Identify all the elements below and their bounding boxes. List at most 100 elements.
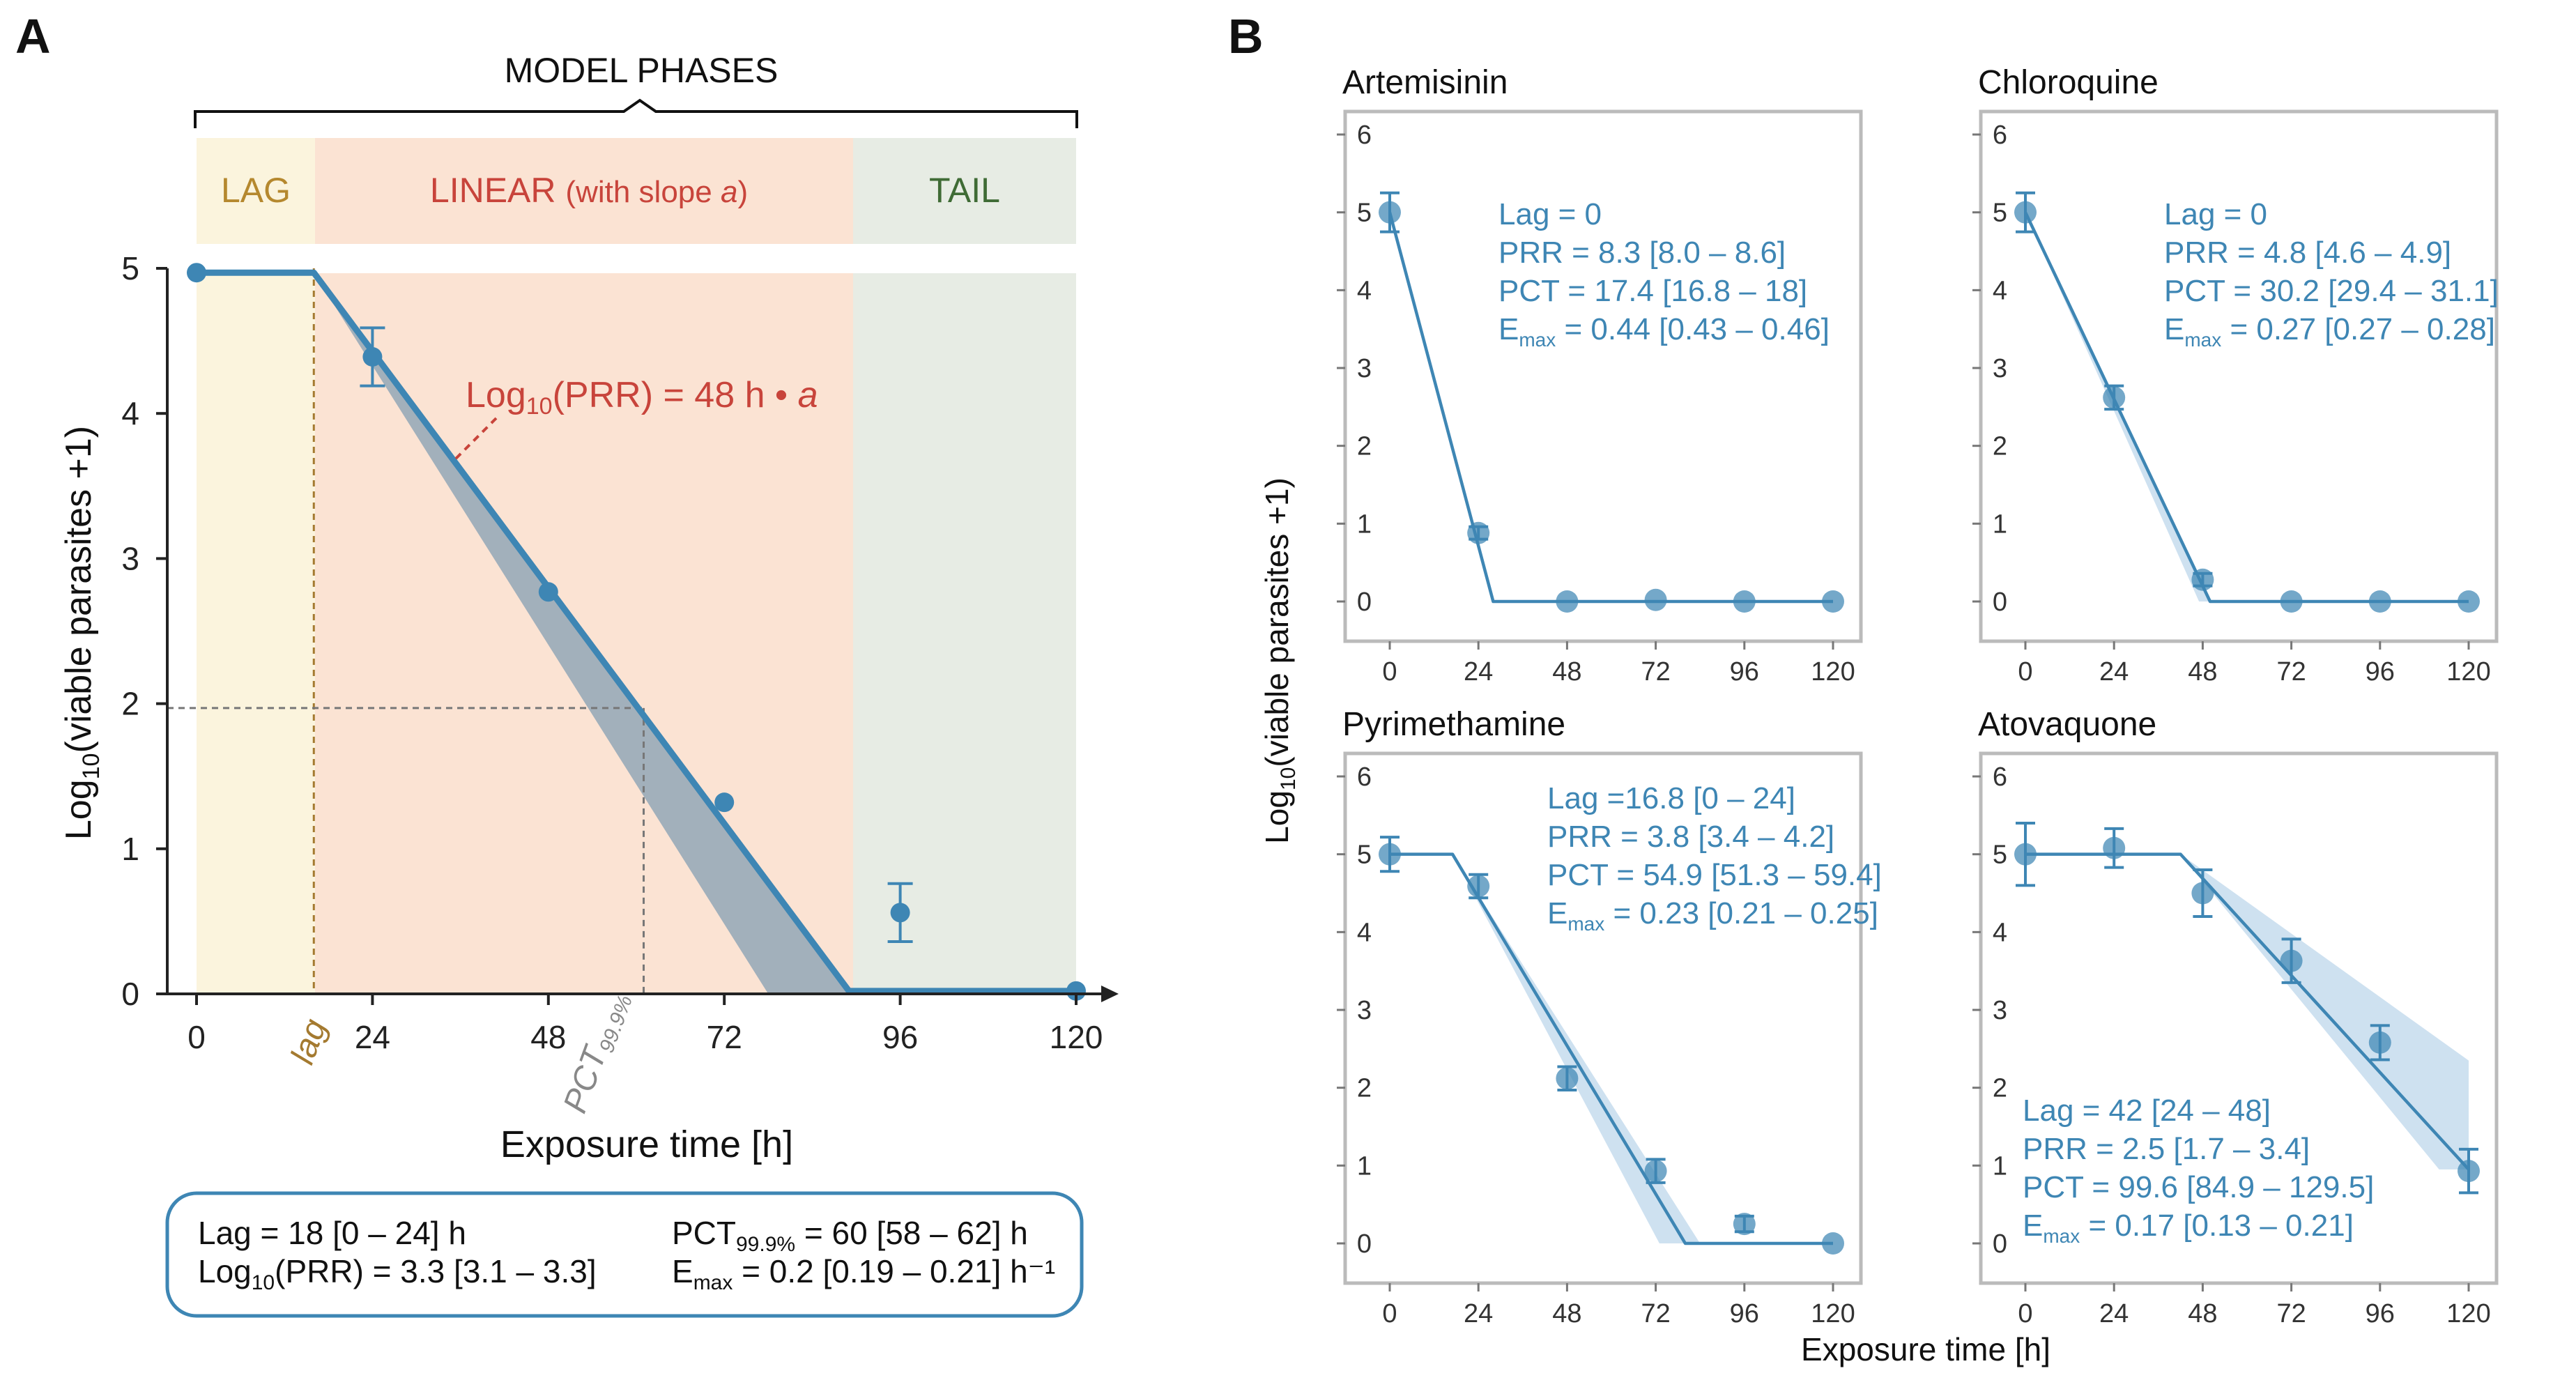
lag-axis-label: lag: [284, 1014, 335, 1069]
y-tick-label: 3: [1357, 354, 1372, 383]
subplot-pyrimethamine: Pyrimethamine 0 24 48 72 96 120 0 1 2 3 4 5 6 Lag =16.…: [1337, 706, 1882, 1328]
data-point: [1379, 843, 1401, 866]
x-tick-label: 72: [1641, 657, 1670, 687]
x-tick-label: 48: [2188, 1299, 2217, 1328]
x-tick-label: 96: [1730, 1299, 1759, 1328]
linear-phase-header: [315, 138, 853, 244]
summary-pct: PCT99.9% = 60 [58 – 62] h: [672, 1215, 1028, 1256]
x-tick-label: 0: [1382, 657, 1397, 687]
data-point: [2191, 882, 2214, 905]
x-tick-label: 120: [1050, 1019, 1103, 1055]
panel-b-x-label: Exposure time [h]: [1801, 1331, 2050, 1367]
subplot-chloroquine: Chloroquine 0 24 48 72 96 120 0 1 2 3 4 5 6 Lag = 0 PRR…: [1972, 64, 2499, 687]
stat-line: PRR = 2.5 [1.7 – 3.4]: [2023, 1132, 2310, 1166]
subplot-frame: [1343, 751, 1863, 1285]
panel-a-chart: [167, 263, 1086, 1001]
y-tick-label: 5: [1993, 841, 2007, 870]
data-point: [1733, 1213, 1756, 1236]
stat-line: PCT = 30.2 [29.4 – 31.1]: [2164, 274, 2499, 308]
prr-annotation: Log10(PRR) = 48 h • a: [466, 375, 818, 420]
y-tick-label: 0: [1993, 1229, 2007, 1259]
panel-a-letter: A: [15, 9, 51, 63]
x-tick-label: 120: [1811, 1299, 1855, 1328]
y-tick-label: 5: [1993, 199, 2007, 228]
subplot-frame: [1343, 109, 1863, 643]
y-tick-label: 2: [1357, 432, 1372, 461]
panel-a-x-label: Exposure time [h]: [500, 1124, 793, 1165]
subplot-frame: [1979, 109, 2499, 643]
subplot-title: Artemisinin: [1342, 64, 1508, 101]
data-point: [1822, 590, 1844, 613]
summary-box: [165, 1191, 1084, 1318]
stat-line: Lag = 42 [24 – 48]: [2023, 1094, 2271, 1128]
x-tick-label: 120: [2446, 1299, 2490, 1328]
confidence-band: [1452, 854, 1701, 1243]
subplot-frame: [1979, 751, 2499, 1285]
x-tick-label: 72: [1641, 1299, 1670, 1328]
x-tick-label: 96: [2366, 657, 2395, 687]
panel-b-letter: B: [1228, 9, 1264, 63]
panel-a-y-label: Log10(viable parasites +1): [59, 426, 105, 840]
summary-lag: Lag = 18 [0 – 24] h: [198, 1215, 466, 1251]
model-fit-line: [1390, 852, 1833, 1245]
model-fit-line: [197, 269, 1076, 995]
data-point: [1733, 590, 1756, 613]
x-tick-label: 24: [1464, 657, 1493, 687]
data-point: [2368, 1031, 2391, 1054]
y-tick-label: 0: [1993, 588, 2007, 617]
stat-emax: Emax = 0.17 [0.13 – 0.21]: [2023, 1209, 2354, 1247]
data-point: [2014, 201, 2037, 224]
pct-axis-label: PCT99.9%: [557, 986, 637, 1119]
data-point: [2280, 949, 2303, 972]
data-point: [890, 903, 910, 923]
y-tick-label: 5: [121, 250, 139, 286]
x-tick-label: 24: [355, 1019, 390, 1055]
y-tick-label: 4: [1357, 276, 1372, 305]
tail-phase-label: TAIL: [929, 171, 1000, 210]
x-tick-label: 48: [1552, 657, 1581, 687]
data-point: [2458, 1160, 2480, 1183]
x-tick-label: 96: [2366, 1299, 2395, 1328]
subplot-atovaquone: Atovaquone 0 24 48 72 96 120 0 1 2 3 4 5 6 Lag = 42 [2…: [1972, 706, 2499, 1328]
x-tick-label: 48: [1552, 1299, 1581, 1328]
x-tick-label: 72: [2276, 1299, 2306, 1328]
prr-annotation-leader: [453, 417, 498, 461]
stat-emax: Emax = 0.27 [0.27 – 0.28]: [2164, 312, 2495, 351]
stat-line: PRR = 8.3 [8.0 – 8.6]: [1498, 236, 1786, 270]
data-point: [1644, 1160, 1667, 1183]
data-point: [1379, 201, 1401, 224]
y-tick-label: 6: [1993, 762, 2007, 792]
model-fit-line: [1388, 212, 1833, 604]
data-point: [1644, 588, 1667, 611]
y-tick-label: 1: [1993, 1151, 2007, 1181]
subplot-title: Pyrimethamine: [1342, 706, 1565, 743]
panel-b-y-label: Log10(viable parasites +1): [1259, 477, 1300, 844]
data-point: [2103, 836, 2126, 859]
y-tick-label: 3: [1357, 996, 1372, 1025]
y-tick-label: 3: [1993, 354, 2007, 383]
data-point: [2368, 590, 2391, 613]
data-point: [2103, 386, 2126, 409]
data-point: [1556, 1067, 1579, 1090]
y-tick-label: 4: [1357, 918, 1372, 947]
y-tick-label: 3: [121, 540, 139, 576]
linear-phase-label: LINEAR (with slope a): [430, 171, 748, 210]
x-tick-label: 0: [2018, 657, 2032, 687]
x-tick-label: 0: [1382, 1299, 1397, 1328]
y-tick-label: 4: [1993, 276, 2007, 305]
stat-line: PCT = 99.6 [84.9 – 129.5]: [2023, 1170, 2374, 1204]
y-tick-label: 2: [1357, 1074, 1372, 1103]
subplot-artemisinin: Artemisinin 0 24 48 72 96 120 0 1 2 3 4 5 6 Lag = 0 PRR…: [1337, 64, 1863, 687]
y-tick-label: 2: [1993, 432, 2007, 461]
subplot-title: Atovaquone: [1978, 706, 2156, 743]
data-point: [2280, 590, 2303, 613]
x-tick-label: 96: [882, 1019, 918, 1055]
x-tick-label: 120: [1811, 657, 1855, 687]
data-point: [2191, 568, 2214, 591]
y-tick-label: 1: [121, 831, 139, 867]
stat-line: PCT = 17.4 [16.8 – 18]: [1498, 274, 1807, 308]
tail-phase-header: [853, 138, 1076, 244]
x-tick-label: 72: [2276, 657, 2306, 687]
